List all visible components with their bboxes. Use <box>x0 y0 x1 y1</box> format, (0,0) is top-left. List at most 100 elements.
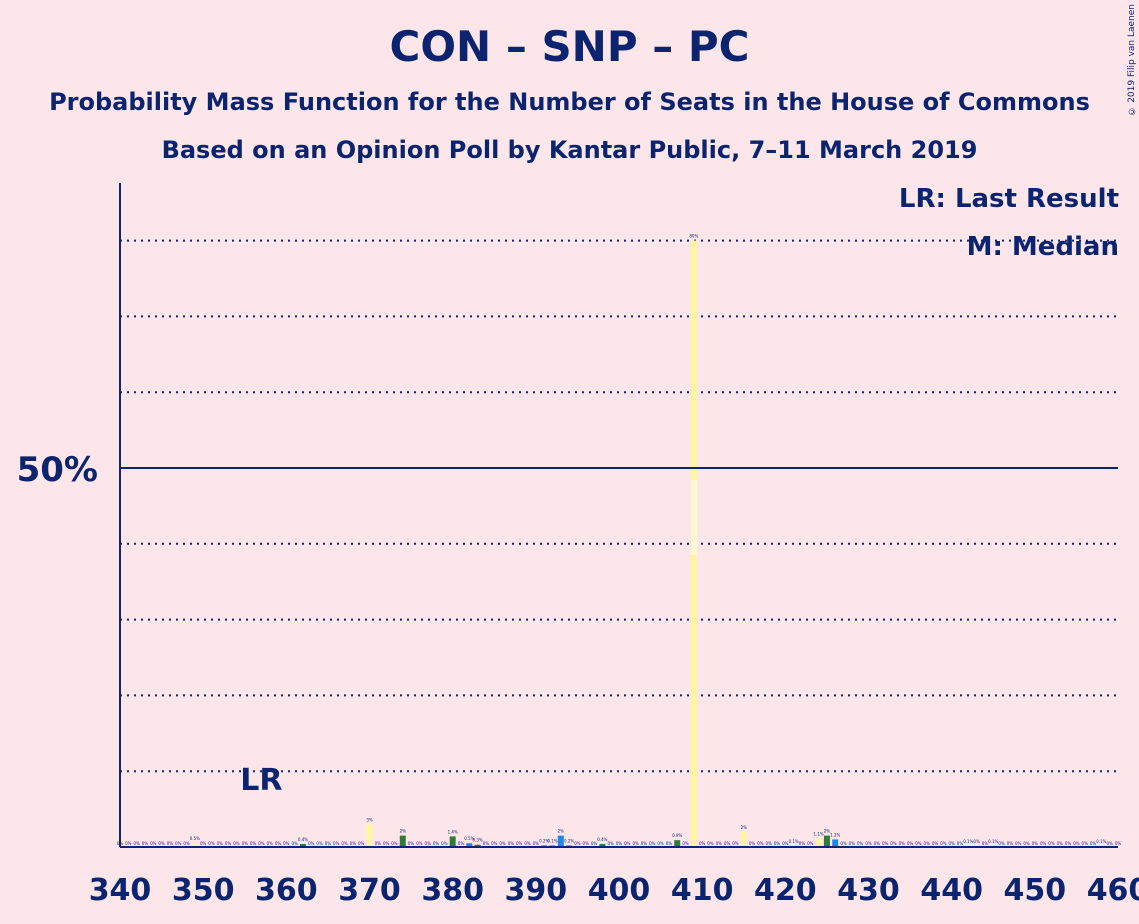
bar-382 <box>466 843 473 847</box>
data-label-zero: 0% <box>865 841 872 846</box>
data-label-445: 0.1% <box>988 839 998 844</box>
data-label-zero: 0% <box>574 841 581 846</box>
data-label-zero: 0% <box>316 841 323 846</box>
data-label-zero: 0% <box>699 841 706 846</box>
data-label-zero: 0% <box>1090 841 1097 846</box>
data-label-zero: 0% <box>242 841 249 846</box>
data-label-zero: 0% <box>583 841 590 846</box>
data-label-zero: 0% <box>524 841 531 846</box>
x-tick-label-430: 430 <box>837 873 900 908</box>
bar-407 <box>674 840 681 847</box>
x-tick-label-370: 370 <box>338 873 401 908</box>
data-label-392: 0.1% <box>547 838 557 843</box>
data-label-zero: 0% <box>458 841 465 846</box>
data-label-zero: 0% <box>483 841 490 846</box>
data-label-zero: 0% <box>150 841 157 846</box>
data-label-zero: 0% <box>1065 841 1072 846</box>
bar-425 <box>823 835 830 847</box>
bar-426 <box>832 839 839 847</box>
data-label-398: 0.4% <box>597 837 607 842</box>
data-label-zero: 0% <box>208 841 215 846</box>
data-label-zero: 0% <box>233 841 240 846</box>
data-label-zero: 0% <box>732 841 739 846</box>
data-label-zero: 0% <box>774 841 781 846</box>
data-label-zero: 0% <box>1107 841 1114 846</box>
data-label-zero: 0% <box>641 841 648 846</box>
data-label-zero: 0% <box>416 841 423 846</box>
bar-380 <box>449 836 456 847</box>
data-label-zero: 0% <box>799 841 806 846</box>
data-label-zero: 0% <box>840 841 847 846</box>
data-label-zero: 0% <box>258 841 265 846</box>
chart-subtitle-source: Based on an Opinion Poll by Kantar Publi… <box>161 136 978 164</box>
data-label-zero: 0% <box>666 841 673 846</box>
axes <box>119 183 1118 848</box>
data-label-zero: 0% <box>491 841 498 846</box>
data-label-zero: 0% <box>649 841 656 846</box>
data-label-zero: 0% <box>283 841 290 846</box>
bar-383 <box>474 844 481 847</box>
x-tick-label-460: 460 <box>1087 873 1139 908</box>
data-label-380: 1.4% <box>448 829 458 834</box>
data-label-zero: 0% <box>358 841 365 846</box>
bar-424 <box>815 838 822 847</box>
data-label-zero: 0% <box>158 841 165 846</box>
data-label-442: 0.1% <box>963 839 973 844</box>
data-label-zero: 0% <box>375 841 382 846</box>
data-label-zero: 0% <box>125 841 132 846</box>
data-label-zero: 0% <box>333 841 340 846</box>
data-label-zero: 0% <box>1032 841 1039 846</box>
data-label-zero: 0% <box>341 841 348 846</box>
data-label-409: 80% <box>689 234 698 239</box>
data-label-370: 3% <box>366 817 373 822</box>
data-label-zero: 0% <box>616 841 623 846</box>
data-label-421: 0.1% <box>789 839 799 844</box>
data-label-zero: 0% <box>391 841 398 846</box>
x-tick-label-380: 380 <box>421 873 484 908</box>
data-label-zero: 0% <box>508 841 515 846</box>
data-label-zero: 0% <box>325 841 332 846</box>
x-tick-label-410: 410 <box>671 873 734 908</box>
data-label-zero: 0% <box>940 841 947 846</box>
bar-370 <box>366 824 373 847</box>
data-label-zero: 0% <box>998 841 1005 846</box>
data-label-zero: 0% <box>782 841 789 846</box>
chart-title: CON – SNP – PC <box>389 22 750 71</box>
data-label-zero: 0% <box>175 841 182 846</box>
data-label-383: 0.3% <box>473 838 483 843</box>
data-label-zero: 0% <box>441 841 448 846</box>
bar-393 <box>557 835 564 847</box>
data-label-zero: 0% <box>1082 841 1089 846</box>
x-tick-label-340: 340 <box>89 873 152 908</box>
data-label-zero: 0% <box>133 841 140 846</box>
data-label-zero: 0% <box>1040 841 1047 846</box>
data-label-zero: 0% <box>874 841 881 846</box>
data-label-393: 2% <box>558 829 565 834</box>
data-label-zero: 0% <box>1073 841 1080 846</box>
data-label-zero: 0% <box>183 841 190 846</box>
data-label-zero: 0% <box>957 841 964 846</box>
data-label-zero: 0% <box>924 841 931 846</box>
data-label-zero: 0% <box>433 841 440 846</box>
data-label-zero: 0% <box>217 841 224 846</box>
data-label-zero: 0% <box>516 841 523 846</box>
data-label-zero: 0% <box>1015 841 1022 846</box>
data-label-zero: 0% <box>915 841 922 846</box>
legend-median: M: Median <box>966 232 1119 262</box>
data-label-zero: 0% <box>250 841 257 846</box>
data-label-426: 1.2% <box>830 832 840 837</box>
data-label-zero: 0% <box>1057 841 1064 846</box>
x-tick-label-360: 360 <box>255 873 318 908</box>
data-label-443: 0% <box>973 839 980 844</box>
x-tick-label-440: 440 <box>920 873 983 908</box>
data-label-zero: 0% <box>807 841 814 846</box>
bar-362 <box>299 843 306 847</box>
data-label-zero: 0% <box>757 841 764 846</box>
data-label-362: 0.4% <box>298 837 308 842</box>
data-label-zero: 0% <box>275 841 282 846</box>
data-label-zero: 0% <box>624 841 631 846</box>
data-label-zero: 0% <box>1048 841 1055 846</box>
data-label-391: 0.2% <box>539 838 549 843</box>
data-label-zero: 0% <box>291 841 298 846</box>
data-label-zero: 0% <box>200 841 207 846</box>
